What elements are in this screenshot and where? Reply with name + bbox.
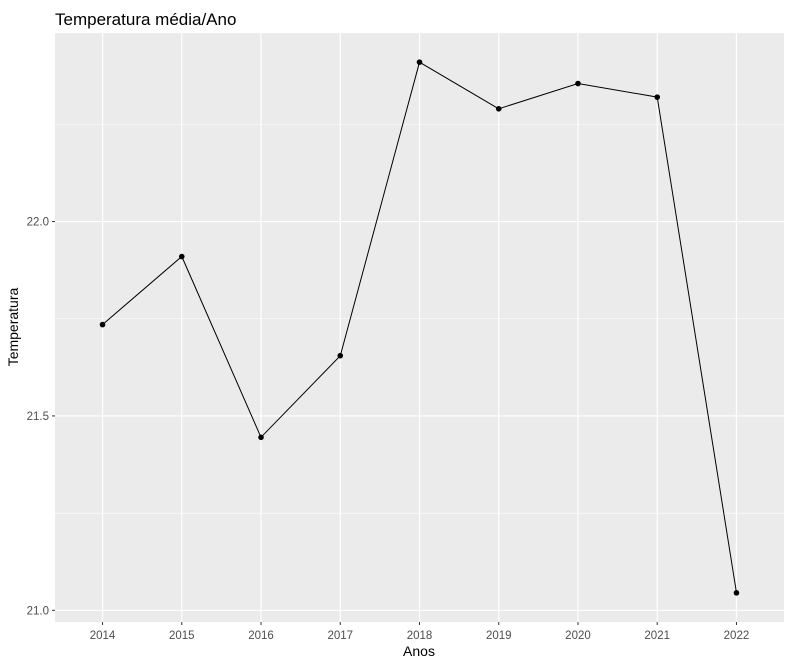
x-tick-label: 2021 (644, 630, 670, 642)
x-axis-title: Anos (403, 643, 435, 659)
data-point (416, 59, 423, 65)
x-tick-label: 2020 (565, 630, 591, 642)
data-point (575, 80, 581, 87)
x-tick-label: 2019 (486, 630, 512, 642)
y-tick-label: 22.0 (27, 217, 49, 229)
series-layer (99, 59, 740, 596)
y-tick-label: 21.0 (27, 605, 49, 617)
data-point (178, 253, 185, 260)
x-axis: 2014 2015 2016 2017 2018 2019 2020 2021 2022 (90, 622, 750, 642)
major-gridlines (55, 33, 784, 622)
x-tick-label: 2015 (169, 630, 195, 642)
data-point (654, 94, 661, 100)
y-axis: 21.0 21.5 22.0 (27, 217, 55, 617)
x-tick-label: 2018 (407, 630, 433, 642)
x-tick-label: 2016 (248, 630, 274, 642)
chart-title: Temperatura média/Ano (55, 10, 236, 29)
y-axis-title: Temperatura (5, 287, 21, 366)
x-tick-label: 2017 (327, 630, 353, 642)
data-point (337, 352, 344, 359)
data-point (258, 434, 264, 441)
x-tick-label: 2022 (724, 630, 750, 642)
data-point (99, 321, 106, 328)
data-point (733, 590, 740, 596)
x-tick-label: 2014 (90, 630, 116, 642)
data-point (495, 106, 502, 112)
y-tick-label: 21.5 (27, 411, 49, 423)
